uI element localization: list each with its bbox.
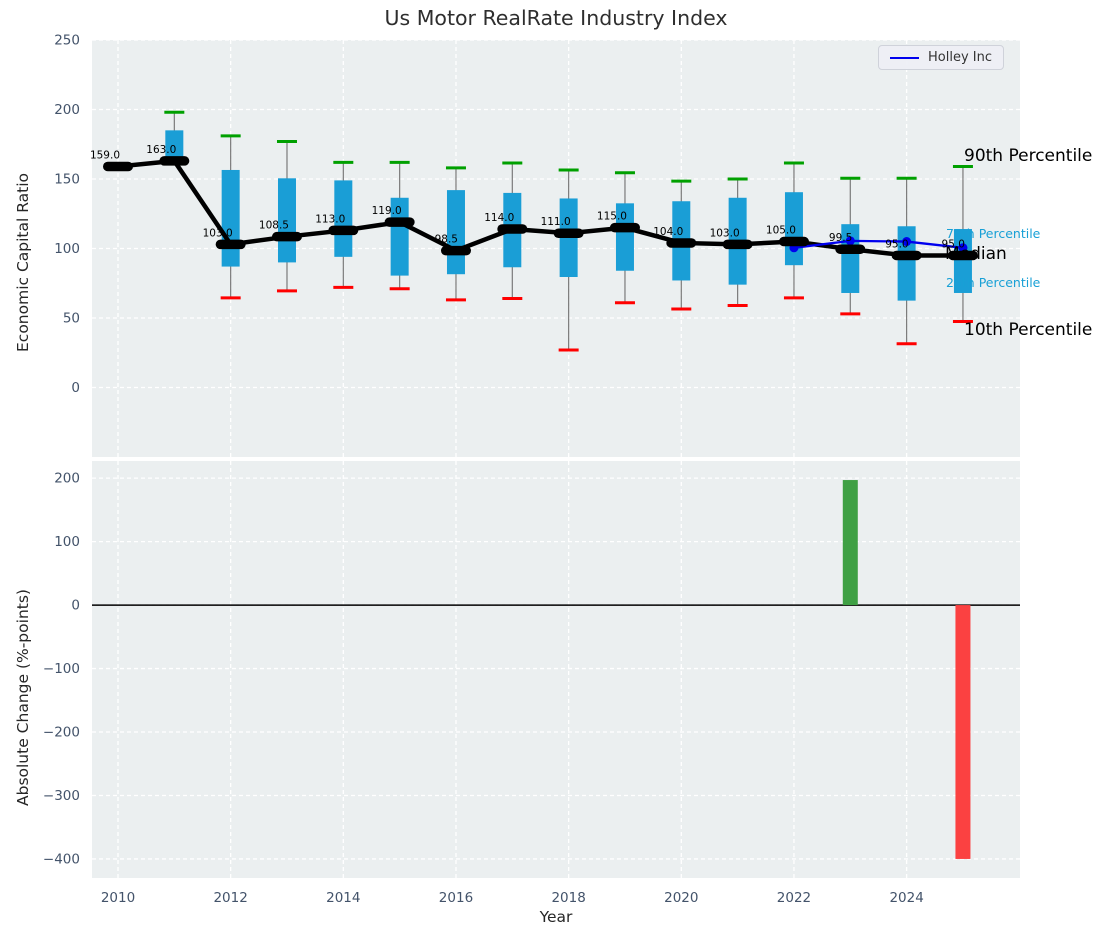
chart-title: Us Motor RealRate Industry Index	[384, 6, 728, 30]
median-value-label: 114.0	[484, 212, 514, 224]
y-tick-label: −200	[43, 725, 80, 741]
median-capsule	[103, 161, 133, 172]
median-value-label: 105.0	[766, 225, 796, 237]
y-tick-label: 200	[54, 102, 80, 118]
change-bar	[955, 605, 971, 859]
box-25th-75th	[897, 226, 916, 301]
box-25th-75th	[165, 130, 184, 161]
median-capsule	[271, 231, 302, 242]
annotation-10th-percentile: 10th Percentile	[964, 320, 1093, 340]
median-value-label: 103.0	[710, 227, 740, 239]
x-tick-label: 2010	[101, 890, 135, 906]
x-tick-label: 2014	[326, 890, 360, 906]
y-tick-label: 100	[54, 534, 80, 550]
median-value-label: 115.0	[597, 211, 627, 223]
box-25th-75th	[953, 229, 972, 293]
median-capsule	[440, 245, 471, 256]
annotation-25th-percentile: 25th Percentile	[946, 275, 1041, 290]
median-value-label: 159.0	[90, 149, 120, 161]
annotation-median: Median	[945, 244, 1007, 264]
legend-line-icon	[890, 56, 919, 59]
median-capsule	[778, 236, 809, 247]
x-tick-label: 2012	[213, 890, 247, 906]
x-tick-label: 2020	[664, 890, 698, 906]
median-value-label: 113.0	[315, 213, 345, 225]
box-25th-75th	[334, 180, 353, 257]
box-25th-75th	[221, 169, 240, 267]
x-tick-label: 2016	[439, 890, 473, 906]
x-tick-label: 2024	[889, 890, 923, 906]
box-25th-75th	[615, 203, 634, 271]
box-25th-75th	[446, 190, 465, 275]
x-tick-label: 2022	[777, 890, 811, 906]
y-tick-label: −300	[43, 788, 80, 804]
holley-line	[793, 239, 964, 249]
median-capsule	[328, 225, 359, 236]
y-tick-label: −100	[43, 661, 80, 677]
median-capsule	[835, 244, 866, 254]
holley-point	[845, 236, 855, 246]
median-capsule	[609, 222, 640, 233]
median-value-label: 95.0	[885, 238, 908, 250]
y-tick-label: 0	[71, 598, 80, 614]
median-value-label: 111.0	[541, 216, 571, 228]
legend: Holley Inc	[878, 45, 1004, 70]
median-value-label: 108.5	[259, 220, 289, 232]
median-capsule	[215, 239, 246, 250]
y-tick-label: 250	[54, 33, 80, 49]
median-capsule	[497, 224, 528, 234]
holley-point	[902, 237, 912, 247]
median-value-label: 104.0	[653, 226, 683, 238]
annotation-90th-percentile: 90th Percentile	[964, 146, 1093, 166]
x-axis-label: Year	[539, 908, 573, 926]
median-value-label: 98.5	[435, 234, 458, 246]
annotation-75th-percentile: 75th Percentile	[946, 226, 1041, 241]
box-25th-75th	[390, 197, 409, 276]
y-tick-label: 0	[71, 380, 80, 396]
holley-point	[958, 243, 968, 253]
change-bar	[842, 480, 858, 606]
top-y-axis-label: Economic Capital Ratio	[14, 172, 32, 352]
y-tick-label: −400	[43, 851, 80, 867]
bottom-panel	[92, 461, 1020, 878]
median-value-label: 119.0	[372, 205, 402, 217]
median-capsule	[891, 250, 922, 261]
median-value-label: 103.0	[203, 227, 233, 239]
median-capsule	[384, 217, 415, 227]
median-value-label: 95.0	[942, 238, 965, 250]
legend-label: Holley Inc	[928, 50, 992, 65]
median-value-label: 163.0	[146, 144, 176, 156]
y-tick-label: 100	[54, 241, 80, 257]
y-tick-label: 200	[54, 471, 80, 487]
median-capsule	[722, 239, 753, 250]
y-tick-label: 50	[63, 311, 80, 327]
median-value-label: 99.5	[829, 232, 852, 244]
median-capsule	[159, 156, 190, 166]
median-capsule	[553, 228, 584, 238]
bottom-y-axis-label: Absolute Change (%-points)	[14, 589, 32, 806]
median-capsule	[947, 250, 978, 261]
x-tick-label: 2018	[551, 890, 585, 906]
median-capsule	[666, 238, 697, 248]
y-tick-label: 150	[54, 172, 80, 188]
